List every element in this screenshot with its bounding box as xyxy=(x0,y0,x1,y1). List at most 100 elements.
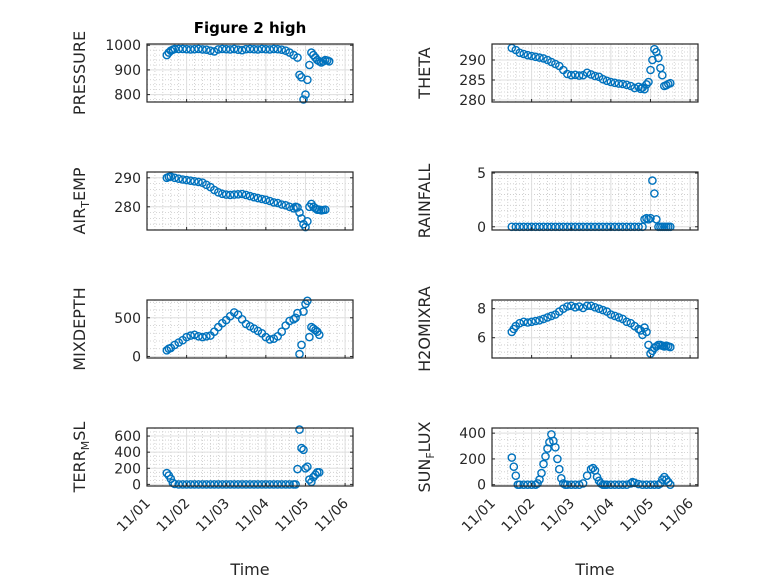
data-point xyxy=(324,57,334,66)
y-tick-label: 600 xyxy=(114,429,141,445)
data-point xyxy=(277,200,287,209)
data-point xyxy=(606,480,616,490)
data-point xyxy=(614,79,624,88)
data-point xyxy=(265,45,275,54)
data-point xyxy=(636,84,645,94)
data-point xyxy=(527,51,536,61)
data-point xyxy=(241,44,251,54)
data-point xyxy=(519,49,529,59)
subplot-4: 0 5 RAINFALL xyxy=(415,164,699,238)
data-point xyxy=(301,463,310,473)
y-tick-label: 500 xyxy=(114,311,141,327)
data-point xyxy=(162,468,172,478)
data-point xyxy=(318,57,328,66)
data-point xyxy=(535,53,544,62)
data-point xyxy=(261,480,271,489)
data-point xyxy=(233,189,243,199)
data-point xyxy=(291,313,300,323)
axes-frame xyxy=(146,427,354,487)
data-point xyxy=(574,480,584,490)
data-point xyxy=(273,44,283,54)
data-point xyxy=(644,77,653,87)
data-point xyxy=(622,317,632,327)
data-point xyxy=(233,480,243,489)
data-point xyxy=(229,44,239,54)
data-point xyxy=(237,480,247,489)
axes-frame xyxy=(146,43,354,103)
data-point xyxy=(563,302,572,311)
data-point xyxy=(202,480,211,489)
y-tick-label: 285 xyxy=(459,73,486,89)
data-point xyxy=(194,331,203,341)
axes-frame xyxy=(146,299,354,359)
y-axis-label: AIRTEMP xyxy=(70,167,92,234)
data-point xyxy=(594,304,604,314)
data-point xyxy=(527,317,536,327)
data-point xyxy=(265,335,275,344)
data-point xyxy=(202,331,211,341)
data-point xyxy=(261,44,271,54)
data-point xyxy=(523,318,533,327)
data-point xyxy=(590,302,600,312)
data-point xyxy=(539,314,548,324)
data-point xyxy=(299,95,308,104)
data-point xyxy=(652,214,661,224)
data-point xyxy=(170,44,179,54)
y-tick-label: 0 xyxy=(477,220,486,236)
data-point xyxy=(190,480,199,489)
y-tick-label: 900 xyxy=(114,63,141,79)
data-point xyxy=(178,44,187,54)
data-point xyxy=(206,46,215,56)
data-point xyxy=(515,480,525,490)
data-point xyxy=(209,47,219,56)
axes-frame xyxy=(491,43,699,103)
data-point xyxy=(229,190,239,199)
data-point xyxy=(582,471,592,481)
data-point xyxy=(245,44,255,54)
data-point xyxy=(186,176,195,185)
data-point xyxy=(182,175,191,185)
plot-area xyxy=(492,428,698,486)
data-point xyxy=(178,175,187,184)
data-point xyxy=(570,302,580,312)
data-point xyxy=(515,48,525,58)
y-axis-label: SUNFLUX xyxy=(415,421,437,492)
data-point xyxy=(547,57,556,67)
y-tick-label: 200 xyxy=(459,452,486,468)
data-point xyxy=(590,71,600,81)
data-point xyxy=(225,190,235,200)
data-point xyxy=(213,187,223,197)
data-point xyxy=(543,313,552,322)
data-point xyxy=(553,454,562,464)
y-tick-label: 400 xyxy=(114,445,141,461)
data-point xyxy=(606,310,616,319)
data-point xyxy=(170,479,179,489)
data-point xyxy=(303,216,312,226)
data-point xyxy=(314,467,324,477)
data-point xyxy=(221,480,231,489)
data-point xyxy=(245,191,255,201)
y-axis-label: THETA xyxy=(415,47,434,99)
data-point xyxy=(190,330,199,340)
data-point xyxy=(285,202,294,212)
data-point xyxy=(174,174,183,183)
data-point xyxy=(574,71,584,80)
data-point xyxy=(596,479,606,488)
data-point xyxy=(535,315,544,325)
data-point xyxy=(566,480,576,490)
subplot-3: 280 290 AIRTEMP xyxy=(70,167,354,235)
data-point xyxy=(642,80,651,89)
data-point xyxy=(648,176,657,185)
y-tick-label: 280 xyxy=(459,93,486,109)
data-point xyxy=(537,468,546,478)
data-point xyxy=(586,301,596,311)
data-point xyxy=(241,480,251,489)
data-point xyxy=(225,45,235,54)
data-point xyxy=(249,44,259,54)
data-point xyxy=(640,84,649,94)
data-point xyxy=(241,190,251,200)
data-point xyxy=(531,316,540,326)
data-point xyxy=(273,198,283,208)
data-point xyxy=(570,70,580,80)
